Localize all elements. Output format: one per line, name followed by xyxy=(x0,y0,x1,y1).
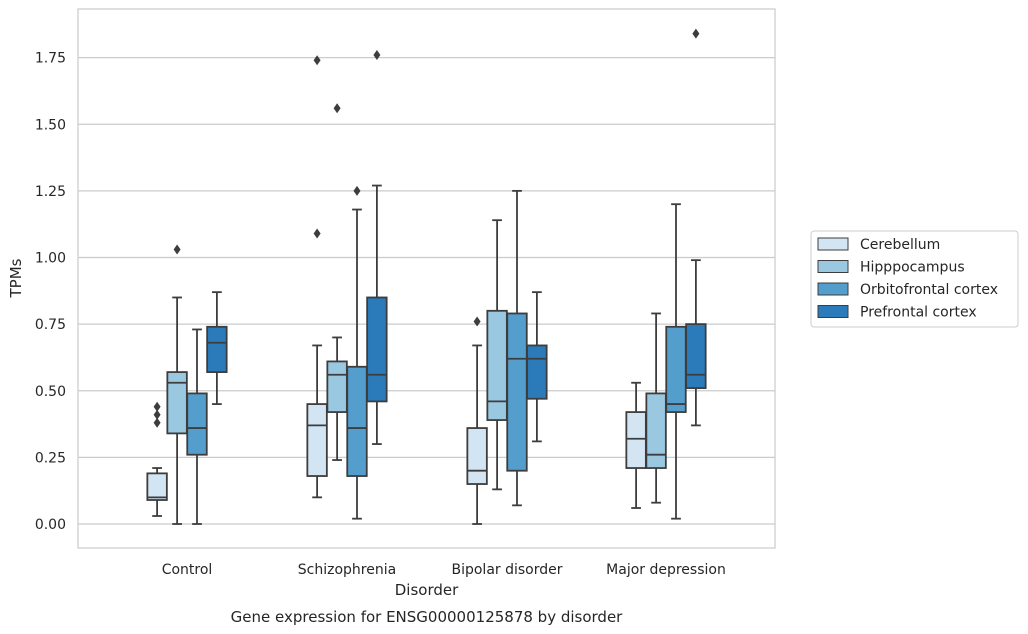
iqr-box xyxy=(326,360,348,413)
legend-label: Cerebellum xyxy=(860,237,940,253)
box-orbitofrontal-cortex-3 xyxy=(506,189,528,507)
box-cerebellum-1 xyxy=(146,401,168,517)
box-hipppocampus-4 xyxy=(645,312,667,504)
iqr-box xyxy=(166,371,188,435)
legend-label: Prefrontal cortex xyxy=(860,305,977,321)
legend-swatch xyxy=(817,305,849,318)
iqr-box xyxy=(486,309,508,421)
legend-swatch xyxy=(817,237,849,251)
x-tick-label: Control xyxy=(162,562,213,578)
iqr-box xyxy=(645,392,667,469)
iqr-box xyxy=(506,312,528,472)
outlier-point xyxy=(333,103,341,114)
y-tick-label: 1.75 xyxy=(35,51,66,67)
outlier-point xyxy=(153,417,161,428)
box-hipppocampus-2 xyxy=(326,103,348,461)
iqr-box xyxy=(206,325,228,373)
iqr-box xyxy=(625,411,647,469)
box-hipppocampus-1 xyxy=(166,244,188,525)
outlier-point xyxy=(692,28,700,39)
box-prefrontal-cortex-1 xyxy=(206,291,228,405)
y-tick-label: 0.75 xyxy=(35,317,66,333)
outlier-point xyxy=(473,316,481,327)
x-tick-label: Schizophrenia xyxy=(298,562,396,578)
legend-label: Orbitofrontal cortex xyxy=(860,282,998,298)
iqr-box xyxy=(685,323,707,389)
outlier-point xyxy=(313,55,321,66)
y-tick-label: 1.00 xyxy=(35,251,66,267)
y-tick-label: 0.25 xyxy=(35,450,66,466)
box-hipppocampus-3 xyxy=(486,219,508,491)
y-tick-label: 1.50 xyxy=(35,117,66,133)
legend: Cerebellum Hipppocampus Orbitofrontal cort… xyxy=(810,230,1019,328)
grid-lines xyxy=(78,57,775,525)
x-tick-label: Bipolar disorder xyxy=(451,562,562,578)
iqr-box xyxy=(466,427,488,485)
chart-title: Gene expression for ENSG00000125878 by d… xyxy=(231,608,624,626)
box-cerebellum-4 xyxy=(625,381,647,509)
iqr-box xyxy=(665,325,687,413)
iqr-box xyxy=(146,472,168,501)
legend-swatch xyxy=(817,260,849,273)
iqr-box xyxy=(526,344,548,400)
iqr-box xyxy=(186,392,208,456)
plot-frame xyxy=(77,8,776,549)
box-orbitofrontal-cortex-2 xyxy=(346,185,368,520)
y-tick-label: 0.00 xyxy=(35,517,66,533)
y-axis-title: TPMs xyxy=(7,258,25,298)
outlier-point xyxy=(153,401,161,412)
iqr-box xyxy=(346,365,368,477)
box-orbitofrontal-cortex-4 xyxy=(665,203,687,520)
y-tick-label: 0.50 xyxy=(35,384,66,400)
box-prefrontal-cortex-3 xyxy=(526,291,548,443)
box-prefrontal-cortex-4 xyxy=(685,28,707,427)
boxes xyxy=(146,28,707,525)
y-tick-labels: 0.00 0.25 0.50 0.75 1.00 1.25 1.50 1.75 xyxy=(35,51,66,533)
x-tick-label: Major depression xyxy=(606,562,726,578)
outlier-point xyxy=(353,185,361,196)
box-prefrontal-cortex-2 xyxy=(366,49,388,445)
outlier-point xyxy=(173,244,181,255)
legend-frame xyxy=(810,230,1019,328)
iqr-box xyxy=(366,296,388,403)
box-orbitofrontal-cortex-1 xyxy=(186,328,208,525)
x-axis-title: Disorder xyxy=(395,581,459,599)
y-tick-label: 1.25 xyxy=(35,184,66,200)
outlier-point xyxy=(373,49,381,60)
iqr-box xyxy=(306,403,328,477)
outlier-point xyxy=(313,228,321,239)
x-tick-labels: Control Schizophrenia Bipolar disorder Majo… xyxy=(162,562,726,578)
legend-swatch xyxy=(817,282,849,296)
box-cerebellum-3 xyxy=(466,316,488,525)
legend-label: Hipppocampus xyxy=(860,260,965,276)
outlier-point xyxy=(153,409,161,420)
box-cerebellum-2 xyxy=(306,55,328,499)
